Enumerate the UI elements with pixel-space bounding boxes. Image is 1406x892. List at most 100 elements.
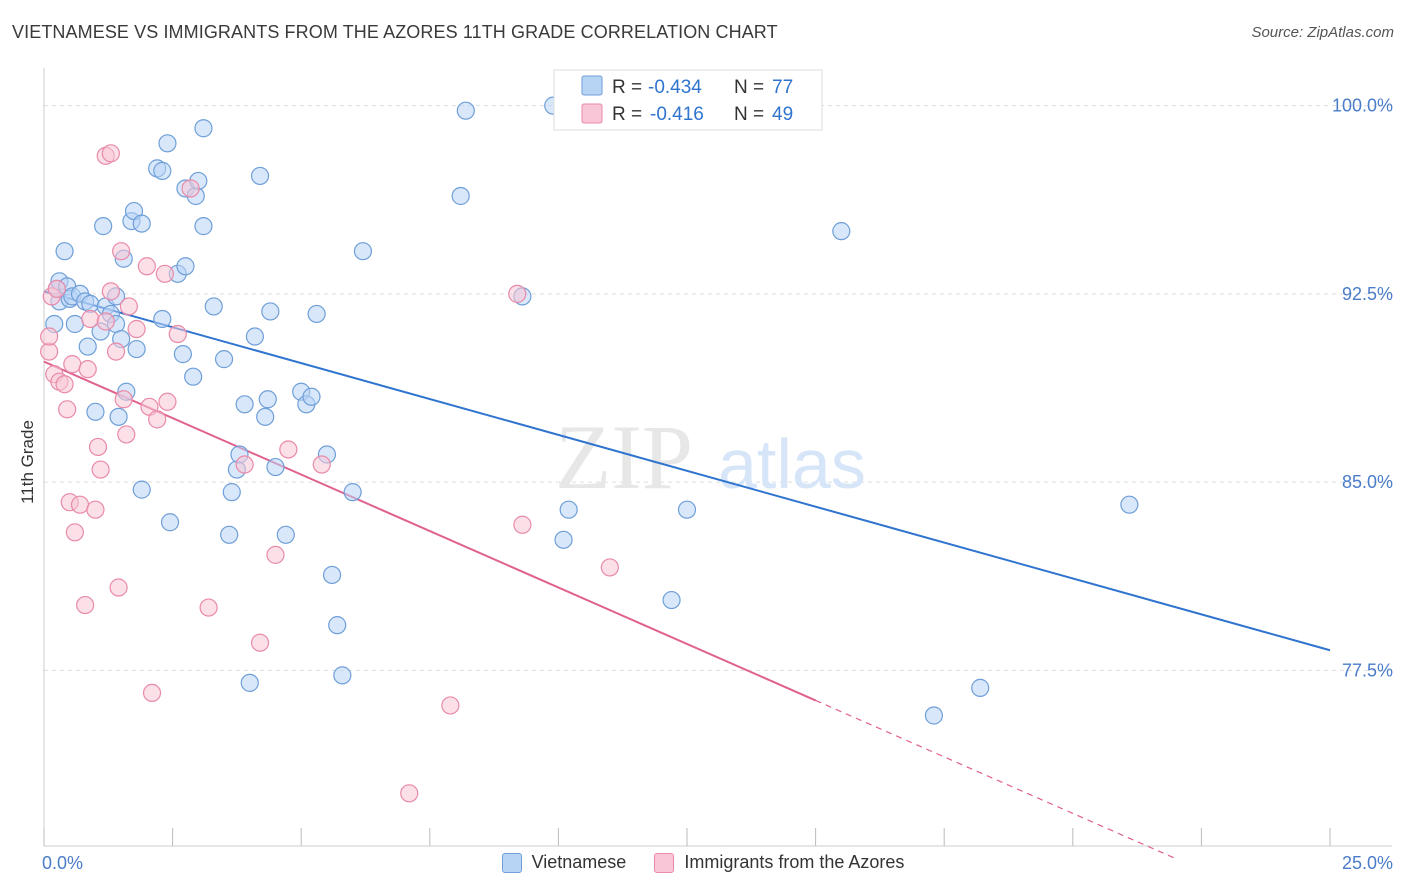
azores-point [101, 144, 120, 163]
vietnamese-point [158, 134, 177, 153]
vietnamese-point [451, 186, 470, 206]
y-tick-labels: 77.5% 85.0% 92.5% 100.0% [1332, 96, 1393, 681]
azores-point [250, 633, 270, 652]
legend-n-label-1: N = [734, 77, 764, 98]
azores-point [76, 595, 95, 615]
azores-point [148, 410, 167, 429]
vietnamese-point [832, 222, 851, 241]
legend-swatch-vietnamese [581, 75, 603, 96]
azores-point [199, 598, 218, 617]
vietnamese-point [276, 525, 295, 544]
watermark-atlas: atlas [718, 425, 866, 503]
vietnamese-point [302, 387, 321, 406]
azores-point [63, 355, 82, 374]
y-tick-label: 92.5% [1342, 284, 1393, 304]
azores-point [112, 242, 131, 261]
legend-n-label-2: N = [734, 104, 764, 125]
vietnamese-point [132, 214, 151, 233]
grid-lines [44, 105, 1392, 671]
vietnamese-point [677, 500, 697, 519]
chart-title: VIETNAMESE VS IMMIGRANTS FROM THE AZORES… [12, 22, 778, 42]
legend-item-vietnamese: Vietnamese [501, 852, 627, 873]
vietnamese-point [220, 525, 239, 544]
vietnamese-trend-line [43, 290, 1331, 652]
vietnamese-point [86, 402, 105, 421]
vietnamese-point [78, 337, 97, 356]
legend-n-value-2: 49 [772, 104, 793, 125]
azores-point [65, 523, 84, 542]
vietnamese-point [214, 350, 234, 369]
legend-r-label-1: R = [612, 77, 642, 98]
azores-point [86, 500, 105, 519]
vietnamese-point [240, 673, 259, 692]
legend-swatch-vietnamese-bottom [501, 852, 522, 873]
azores-points [40, 144, 619, 803]
vietnamese-point [554, 530, 573, 549]
vietnamese-point [176, 257, 195, 276]
y-axis-label: 11th Grade [18, 420, 37, 504]
vietnamese-point [94, 217, 113, 236]
vietnamese-point [343, 483, 362, 502]
legend-swatch-azores-bottom [654, 852, 675, 873]
vietnamese-point [204, 297, 223, 316]
vietnamese-point [256, 407, 275, 426]
vietnamese-point [353, 242, 373, 261]
azores-point [96, 312, 115, 331]
azores-point [441, 696, 460, 715]
vietnamese-point [258, 390, 277, 409]
azores-point [101, 282, 120, 301]
legend-r-label-2: R = [612, 104, 642, 125]
azores-point [513, 515, 532, 534]
vietnamese-point [307, 304, 326, 324]
azores-trend-extension [815, 699, 1176, 860]
source-credit: Source: ZipAtlas.com [1251, 24, 1394, 41]
azores-point [155, 264, 174, 283]
trend-lines [43, 290, 1331, 860]
vietnamese-point [222, 483, 241, 502]
azores-point [142, 683, 162, 703]
vietnamese-point [153, 309, 172, 329]
vietnamese-point [55, 242, 74, 261]
azores-point [235, 455, 254, 474]
azores-point [114, 390, 133, 409]
azores-point [400, 784, 419, 803]
y-tick-label: 100.0% [1332, 96, 1393, 116]
azores-point [91, 460, 110, 479]
watermark-zip: ZIP [555, 406, 693, 508]
azores-point [106, 342, 126, 361]
azores-point [127, 319, 146, 339]
azores-point [47, 279, 66, 298]
azores-point [109, 578, 128, 597]
vietnamese-points [45, 96, 1139, 725]
vietnamese-point [333, 666, 352, 685]
vietnamese-point [1120, 495, 1139, 514]
azores-point [78, 360, 97, 379]
azores-point [70, 495, 90, 514]
azores-point [600, 558, 619, 577]
vietnamese-point [153, 161, 172, 180]
vietnamese-point [235, 395, 254, 414]
azores-trend-line [43, 360, 817, 702]
vietnamese-point [924, 706, 944, 725]
vietnamese-point [184, 367, 203, 386]
legend-r-value-1: -0.434 [648, 77, 702, 98]
correlation-legend: R = -0.434 N = 77 R = -0.416 N = 49 [553, 69, 823, 131]
legend-label-vietnamese: Vietnamese [531, 852, 627, 872]
vietnamese-point [81, 294, 100, 314]
vietnamese-point [65, 314, 84, 334]
vietnamese-point [261, 302, 280, 321]
azores-point [312, 455, 331, 474]
azores-point [40, 342, 59, 361]
vietnamese-point [971, 678, 990, 697]
legend-swatch-azores [581, 103, 603, 124]
vietnamese-point [245, 327, 265, 346]
vietnamese-point [266, 457, 285, 477]
azores-point [58, 400, 77, 419]
vietnamese-point [194, 217, 213, 236]
azores-point [119, 297, 138, 316]
vietnamese-point [132, 480, 151, 499]
legend-n-value-1: 77 [772, 77, 793, 98]
vietnamese-point [250, 166, 270, 186]
x-tick-label: 25.0% [1342, 853, 1393, 873]
